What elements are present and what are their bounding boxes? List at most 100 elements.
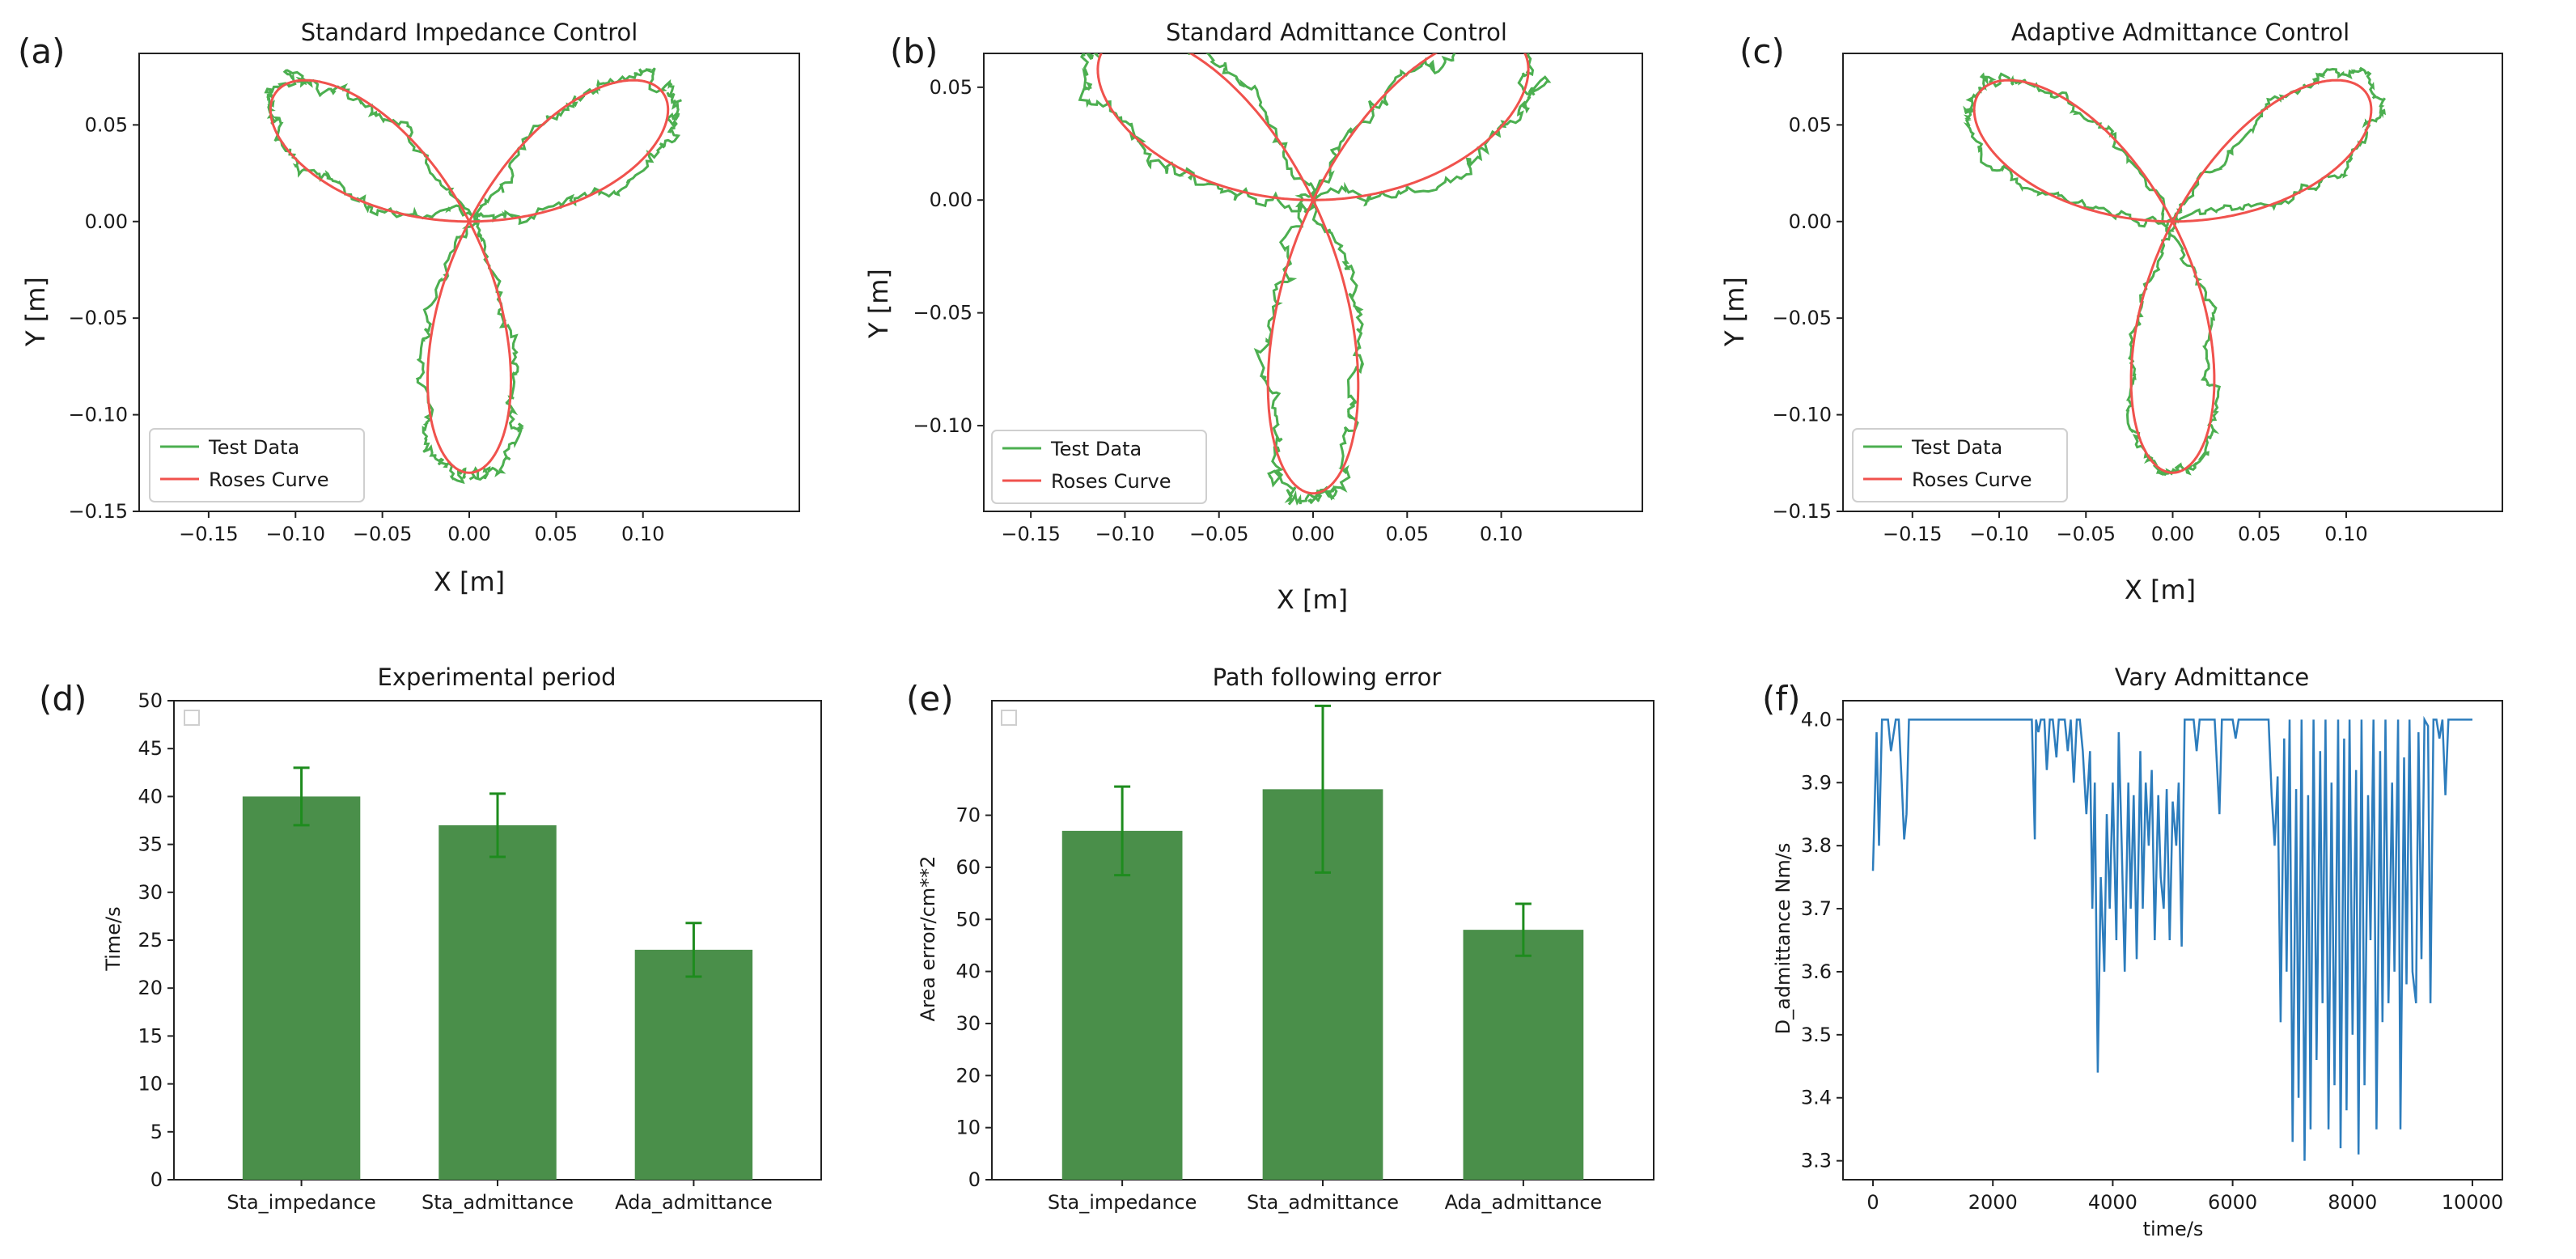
bar [634, 949, 753, 1180]
series-test-data-c [1963, 66, 2387, 477]
legend-label-test-data-c: Test Data [1911, 436, 2002, 459]
y-tick-label: 30 [955, 1012, 981, 1035]
series-roses-curve-a [269, 78, 670, 474]
y-tick-label: −0.15 [1772, 500, 1832, 523]
y-tick-label: 30 [138, 881, 163, 904]
legend-c: Test Data Roses Curve [1852, 428, 2068, 502]
y-tick-label: 60 [955, 856, 981, 879]
y-tick-label: 20 [955, 1064, 981, 1087]
legend-label-test-data-b: Test Data [1050, 438, 1142, 460]
y-ticks-b: 0.05 0.00 −0.05 −0.10 [913, 76, 984, 437]
y-tick-label: 0 [968, 1168, 981, 1191]
y-ticks-d: 0 5 10 15 20 25 30 35 40 45 50 [138, 689, 174, 1191]
y-axis-label-d: Time/s [102, 906, 125, 971]
x-tick-label: 0 [1866, 1191, 1879, 1214]
x-tick-label: −0.10 [265, 523, 325, 545]
panel-label-c: (c) [1739, 32, 1785, 71]
y-tick-label: 0.05 [1789, 113, 1832, 136]
y-tick-label: 0.00 [1789, 210, 1832, 233]
legend-label-roses-curve-a: Roses Curve [209, 468, 329, 491]
x-axis-label-f: time/s [2143, 1218, 2204, 1240]
x-tick-label: 0.10 [621, 523, 664, 545]
x-tick-label: −0.10 [1969, 523, 2029, 545]
panel-a-roses-impedance: (a) Standard Impedance Control −0.15 −0.1… [18, 19, 800, 597]
x-axis-label-c: X [m] [2125, 574, 2196, 605]
x-tick-label: −0.15 [1001, 523, 1061, 545]
y-ticks-a: 0.05 0.00 −0.05 −0.10 −0.15 [68, 113, 139, 523]
y-tick-label: 50 [955, 908, 981, 930]
y-tick-label: −0.05 [1772, 307, 1832, 329]
y-axis-label-c: Y [m] [1719, 277, 1750, 347]
x-tick-label: 0.05 [1386, 523, 1429, 545]
x-tick-label: −0.15 [1883, 523, 1943, 545]
panel-e-path-following-error: (e) Path following error 0 10 20 30 40 50 60 70… [906, 663, 1654, 1214]
y-tick-label: 4.0 [1801, 708, 1832, 731]
y-ticks-e: 0 10 20 30 40 50 60 70 [955, 804, 992, 1191]
y-tick-label: 5 [150, 1121, 163, 1143]
bar [1463, 930, 1584, 1180]
y-tick-label: 3.3 [1801, 1150, 1832, 1172]
y-tick-label: −0.10 [68, 404, 128, 426]
y-tick-label: −0.10 [1772, 404, 1832, 426]
x-tick-label: 6000 [2208, 1191, 2257, 1214]
legend-a: Test Data Roses Curve [149, 428, 365, 502]
y-tick-label: 3.6 [1801, 960, 1832, 983]
panel-f-vary-admittance: (f) Vary Admittance 0 2000 4000 6000 8000 100… [1762, 663, 2503, 1240]
panel-c-roses-adaptive: (c) Adaptive Admittance Control −0.15 −0.… [1719, 19, 2503, 605]
x-tick-label: Sta_impedance [227, 1191, 376, 1214]
x-tick-label: Sta_admittance [422, 1191, 574, 1214]
y-axis-label-a: Y [m] [20, 277, 51, 347]
bar [242, 796, 361, 1180]
x-axis-label-b: X [m] [1277, 584, 1348, 615]
x-tick-label: Sta_admittance [1247, 1191, 1399, 1214]
series-d-admittance [1871, 715, 2472, 1161]
panel-label-a: (a) [18, 32, 66, 71]
y-tick-label: 0.00 [930, 189, 972, 211]
panel-label-f: (f) [1762, 679, 1801, 719]
x-tick-label: −0.05 [2056, 523, 2116, 545]
bar [1061, 830, 1183, 1180]
bars-e: Sta_impedance Sta_admittance Ada_admittanc… [1048, 704, 1602, 1214]
y-tick-label: 45 [138, 737, 163, 760]
legend-label-roses-curve-c: Roses Curve [1912, 468, 2032, 491]
x-tick-label: 8000 [2328, 1191, 2377, 1214]
series-roses-curve-b [1096, 53, 1530, 495]
x-ticks-a: −0.15 −0.10 −0.05 0.00 0.05 0.10 [179, 511, 664, 545]
x-ticks-b: −0.15 −0.10 −0.05 0.00 0.05 0.10 [1001, 511, 1523, 545]
x-tick-label: 4000 [2088, 1191, 2137, 1214]
legend-label-test-data-a: Test Data [208, 436, 299, 459]
chart-title-c: Adaptive Admittance Control [2011, 19, 2349, 46]
legend-label-roses-curve-b: Roses Curve [1051, 470, 1171, 493]
bar [439, 824, 557, 1180]
y-tick-label: 10 [955, 1117, 981, 1139]
chart-title-d: Experimental period [378, 663, 616, 691]
x-tick-label: Ada_admittance [615, 1191, 773, 1214]
x-tick-label: −0.05 [353, 523, 413, 545]
panel-label-e: (e) [906, 679, 954, 719]
panel-label-d: (d) [39, 679, 87, 719]
x-tick-label: 0.00 [2151, 523, 2194, 545]
empty-legend-box-e [1001, 710, 1017, 726]
y-tick-label: 70 [955, 804, 981, 827]
y-axis-label-b: Y [m] [863, 269, 894, 339]
legend-b: Test Data Roses Curve [991, 430, 1207, 504]
y-tick-label: 40 [138, 785, 163, 808]
x-tick-label: 0.10 [1480, 523, 1523, 545]
y-tick-label: 3.7 [1801, 897, 1832, 920]
chart-title-a: Standard Impedance Control [301, 19, 638, 46]
y-ticks-f: 3.3 3.4 3.5 3.6 3.7 3.8 3.9 4.0 [1801, 708, 1843, 1172]
chart-title-e: Path following error [1213, 663, 1442, 691]
y-tick-label: −0.05 [913, 302, 972, 324]
y-tick-label: 35 [138, 833, 163, 856]
y-ticks-c: 0.05 0.00 −0.05 −0.10 −0.15 [1772, 113, 1843, 523]
x-tick-label: −0.05 [1189, 523, 1249, 545]
y-axis-label-f: D_admittance Nm/s [1772, 843, 1794, 1035]
panel-b-roses-admittance: (b) Standard Admittance Control −0.15 −0.… [863, 19, 1643, 615]
chart-title-f: Vary Admittance [2115, 663, 2309, 691]
y-tick-label: 0.00 [85, 210, 128, 233]
plot-frame-f [1842, 700, 2503, 1181]
y-tick-label: 0.05 [85, 113, 128, 136]
y-tick-label: −0.15 [68, 500, 128, 523]
y-tick-label: 3.5 [1801, 1024, 1832, 1046]
